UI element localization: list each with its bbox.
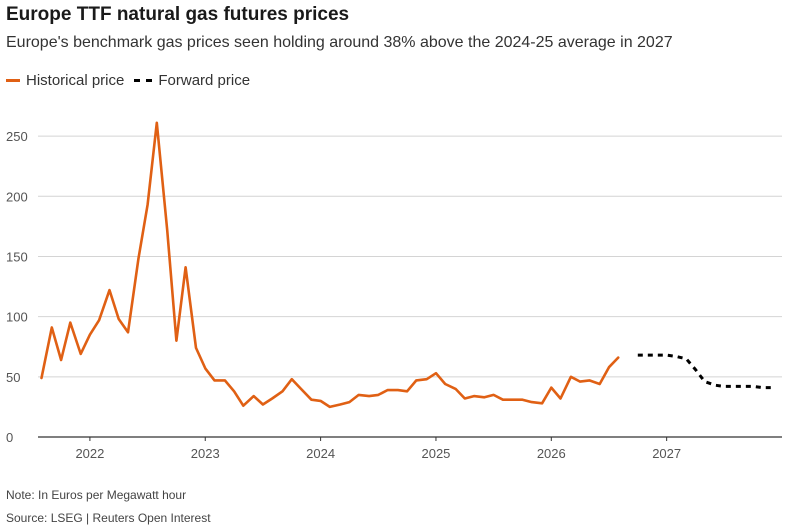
legend-label-historical: Historical price	[26, 72, 125, 89]
gridlines	[38, 135, 782, 378]
y-axis: 0 50 100 150 200 250	[6, 129, 28, 445]
y-tick-label-100: 100	[6, 310, 28, 325]
y-tick-label-50: 50	[6, 370, 20, 385]
legend-label-forward: Forward price	[158, 72, 251, 89]
x-tick-label-2027: 2027	[652, 446, 681, 461]
y-tick-label-0: 0	[6, 430, 13, 445]
y-tick-label-250: 250	[6, 129, 28, 144]
x-axis: 2022 2023 2024 2025 2026 2027	[38, 436, 782, 461]
x-tick-label-2026: 2026	[537, 446, 566, 461]
legend-swatch-historical	[6, 79, 20, 82]
legend-item-historical: Historical price	[6, 72, 124, 89]
x-tick-label-2024: 2024	[306, 446, 335, 461]
legend-swatch-forward	[134, 79, 153, 82]
legend-item-forward: Forward price	[134, 72, 250, 89]
x-tick-label-2022: 2022	[75, 446, 104, 461]
series-line-historical	[40, 121, 620, 409]
chart-subtitle: Europe's benchmark gas prices seen holdi…	[6, 34, 673, 51]
x-tick-label-2023: 2023	[191, 446, 220, 461]
legend: Historical price Forward price	[6, 72, 260, 89]
chart-title: Europe TTF natural gas futures prices	[6, 4, 350, 25]
y-tick-label-150: 150	[6, 249, 28, 264]
series-lines	[40, 121, 773, 409]
x-tick-label-2025: 2025	[421, 446, 450, 461]
y-tick-label-200: 200	[6, 189, 28, 204]
series-line-forward	[637, 353, 773, 390]
line-chart: 0 50 100 150 200 250 2022 2023 2024 2025 2026 2027	[6, 121, 782, 461]
chart-source: Source: LSEG | Reuters Open Interest	[6, 511, 211, 525]
chart-note: Note: In Euros per Megawatt hour	[6, 488, 187, 502]
